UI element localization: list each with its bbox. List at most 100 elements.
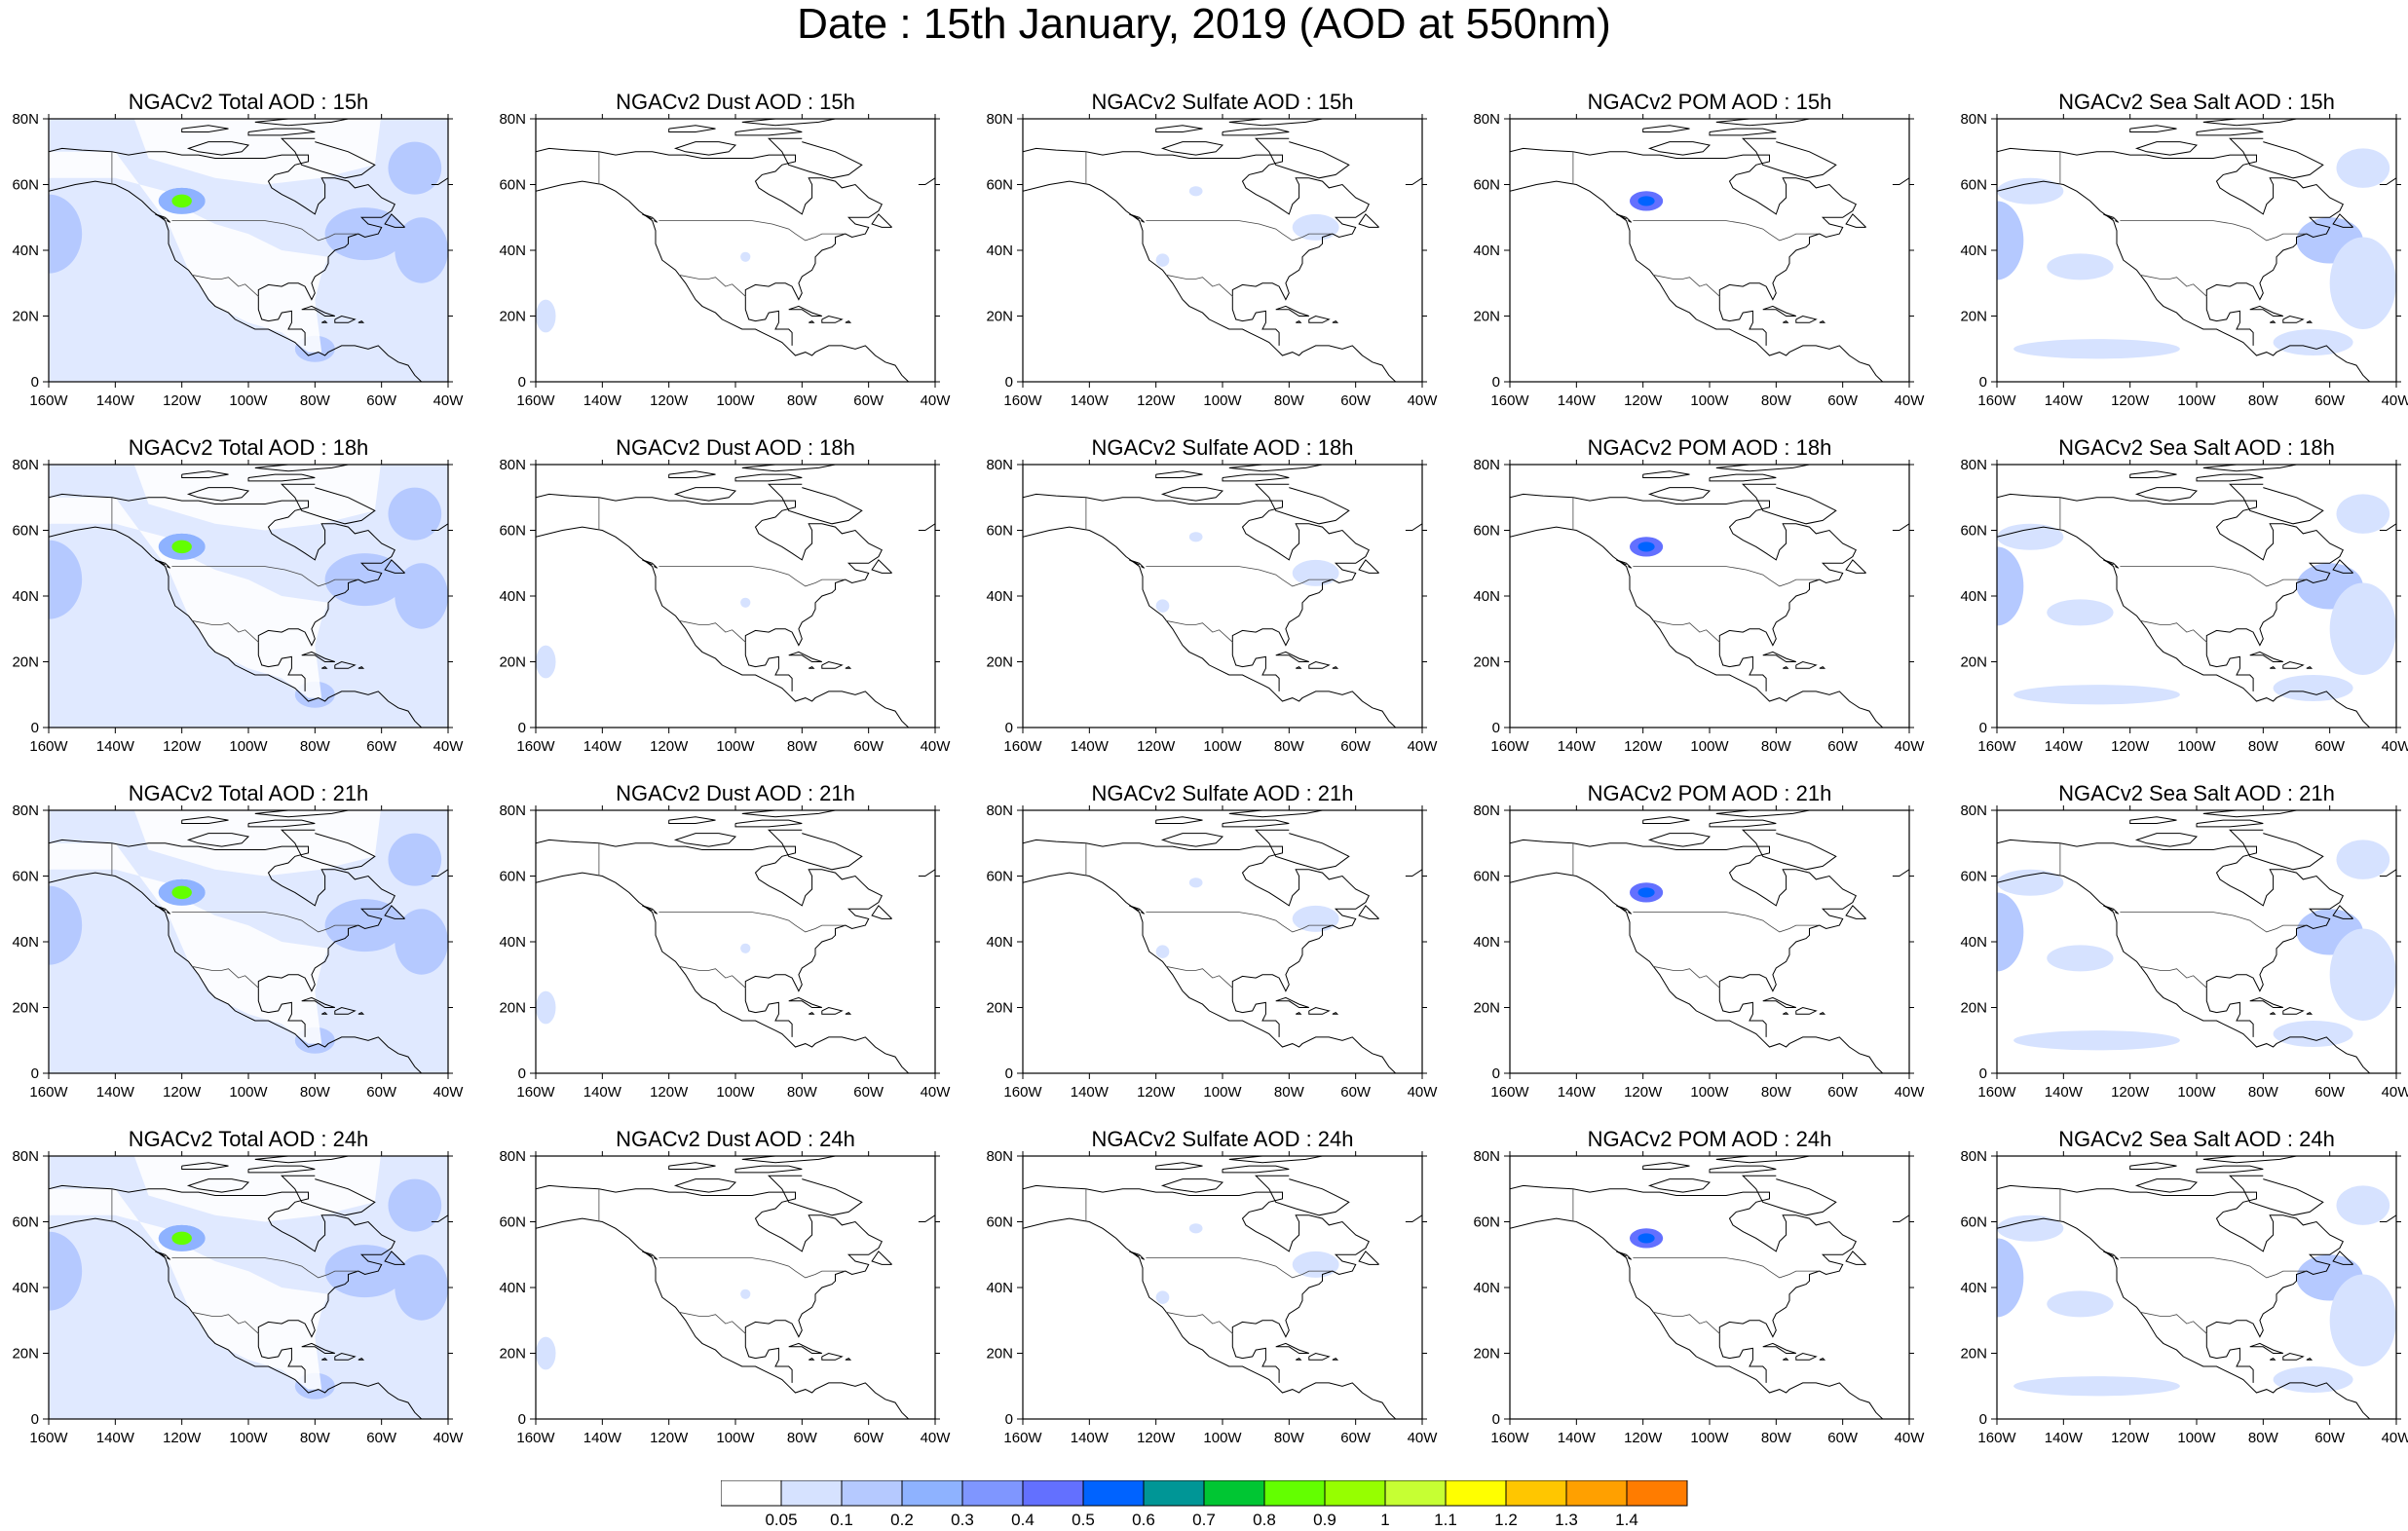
coastline xyxy=(357,1357,365,1361)
lat-tick-label: 60N xyxy=(12,1214,39,1231)
coastline xyxy=(536,493,883,647)
country-border xyxy=(2139,1311,2207,1334)
coastline xyxy=(734,473,803,482)
lon-tick-label: 120W xyxy=(1624,392,1663,409)
panel-title: NGACv2 Dust AOD : 24h xyxy=(616,1127,855,1151)
country-border xyxy=(1652,274,1720,297)
coastline xyxy=(334,1352,357,1361)
coastline xyxy=(431,869,448,877)
aod-plume xyxy=(388,487,442,541)
lon-tick-label: 160W xyxy=(516,738,555,755)
coastline xyxy=(2228,1175,2324,1216)
colorbar-swatch xyxy=(961,1480,1024,1507)
aod-field xyxy=(536,597,751,679)
lon-tick-label: 80W xyxy=(787,738,818,755)
lon-tick-label: 100W xyxy=(2177,1084,2216,1101)
lat-tick-label: 80N xyxy=(1960,1148,1987,1165)
panel-title: NGACv2 Sulfate AOD : 15h xyxy=(1091,90,1354,114)
coastline xyxy=(280,483,376,525)
map-plot: 160W 140W 120W 100W 80W 60W 40W 0 20N 40N 60N 80N xyxy=(12,803,464,1101)
coastline xyxy=(2103,559,2120,569)
lon-tick-label: 80W xyxy=(1761,738,1792,755)
aod-plume xyxy=(1188,1223,1203,1234)
coastline xyxy=(1405,177,1422,185)
coastline xyxy=(431,177,448,185)
coastline xyxy=(186,1178,250,1193)
coastline xyxy=(845,1357,852,1361)
lat-tick-label: 0 xyxy=(1979,720,1987,736)
lat-tick-label: 80N xyxy=(499,111,526,128)
lat-tick-label: 20N xyxy=(1960,654,1987,671)
coastline xyxy=(181,470,229,478)
lon-tick-label: 100W xyxy=(229,392,268,409)
lon-tick-label: 60W xyxy=(1827,392,1859,409)
lon-tick-label: 40W xyxy=(1895,738,1926,755)
coastline xyxy=(2205,296,2254,346)
coastline xyxy=(1405,523,1422,531)
lat-tick-label: 0 xyxy=(1492,374,1500,391)
lat-tick-label: 20N xyxy=(12,654,39,671)
lon-tick-label: 80W xyxy=(2248,392,2279,409)
aod-plume xyxy=(2047,945,2114,972)
panel-title: NGACv2 Sulfate AOD : 21h xyxy=(1091,781,1354,805)
lon-tick-label: 40W xyxy=(921,1084,952,1101)
lon-tick-label: 100W xyxy=(716,1430,755,1446)
coastline xyxy=(357,1011,365,1015)
aod-plume xyxy=(2273,675,2353,701)
lon-tick-label: 160W xyxy=(1490,738,1529,755)
lon-tick-label: 160W xyxy=(516,1084,555,1101)
coastline xyxy=(320,1011,328,1015)
lat-tick-label: 40N xyxy=(1473,588,1500,605)
coastline xyxy=(1023,180,1397,382)
coastline xyxy=(1762,305,1796,317)
map-plot: 160W 140W 120W 100W 80W 60W 40W 0 20N 40N 60N 80N xyxy=(1960,457,2408,755)
lat-tick-label: 60N xyxy=(12,869,39,885)
coastline xyxy=(1718,296,1767,346)
coastline xyxy=(1295,1011,1302,1015)
coastline xyxy=(1254,483,1350,525)
coastline xyxy=(2228,483,2324,525)
country-border xyxy=(1633,1257,1820,1279)
coastline xyxy=(1795,315,1818,323)
lat-tick-label: 40N xyxy=(499,588,526,605)
map-panel: NGACv2 Total AOD : 21h 160W 140W 120W 100W 80… xyxy=(0,779,507,1110)
panel-title: NGACv2 Dust AOD : 21h xyxy=(616,781,855,805)
country-border xyxy=(171,220,358,242)
map-plot: 160W 140W 120W 100W 80W 60W 40W 0 20N 40N 60N 80N xyxy=(1473,457,1926,755)
colorbar-swatch xyxy=(1324,1480,1386,1507)
coastline xyxy=(1642,125,1690,132)
lon-tick-label: 40W xyxy=(1408,392,1439,409)
country-border xyxy=(1165,1311,1233,1334)
map-panel: NGACv2 Sulfate AOD : 21h 160W 140W 120W 100W… xyxy=(974,779,1481,1110)
lat-tick-label: 20N xyxy=(499,1000,526,1017)
lon-tick-label: 40W xyxy=(921,392,952,409)
coastline xyxy=(741,1156,836,1164)
map-panel: NGACv2 Total AOD : 18h 160W 140W 120W 100W 80… xyxy=(0,433,507,765)
coastline xyxy=(49,180,423,382)
coastline xyxy=(1782,1011,1789,1015)
coastline xyxy=(673,487,737,502)
lat-tick-label: 60N xyxy=(1473,869,1500,885)
panel-title: NGACv2 POM AOD : 15h xyxy=(1587,90,1832,114)
map-panel: NGACv2 Sea Salt AOD : 15h 160W 140W 120W 100… xyxy=(1948,88,2408,419)
aod-plume xyxy=(1292,905,1339,932)
coastline xyxy=(257,988,306,1037)
colorbar-label: 1.1 xyxy=(1434,1511,1457,1529)
lat-tick-label: 0 xyxy=(518,1065,526,1082)
country-border xyxy=(1165,274,1233,297)
coastline xyxy=(155,905,171,915)
lon-tick-label: 60W xyxy=(1827,1084,1859,1101)
coastline xyxy=(1332,1357,1339,1361)
lon-tick-label: 100W xyxy=(716,738,755,755)
aod-plume xyxy=(171,194,192,208)
lat-tick-label: 80N xyxy=(986,1148,1013,1165)
coastline xyxy=(1892,523,1909,531)
map-panel: NGACv2 Sea Salt AOD : 24h 160W 140W 120W 100… xyxy=(1948,1125,2408,1456)
coastline xyxy=(1155,816,1203,824)
coastline xyxy=(280,137,376,179)
lon-tick-label: 160W xyxy=(516,1430,555,1446)
aod-plume xyxy=(2273,1366,2353,1393)
map-panel: NGACv2 POM AOD : 18h 160W 140W 120W 100W 80W 6… xyxy=(1461,433,1968,765)
coastline xyxy=(536,1217,910,1419)
coastline xyxy=(1222,1165,1290,1174)
